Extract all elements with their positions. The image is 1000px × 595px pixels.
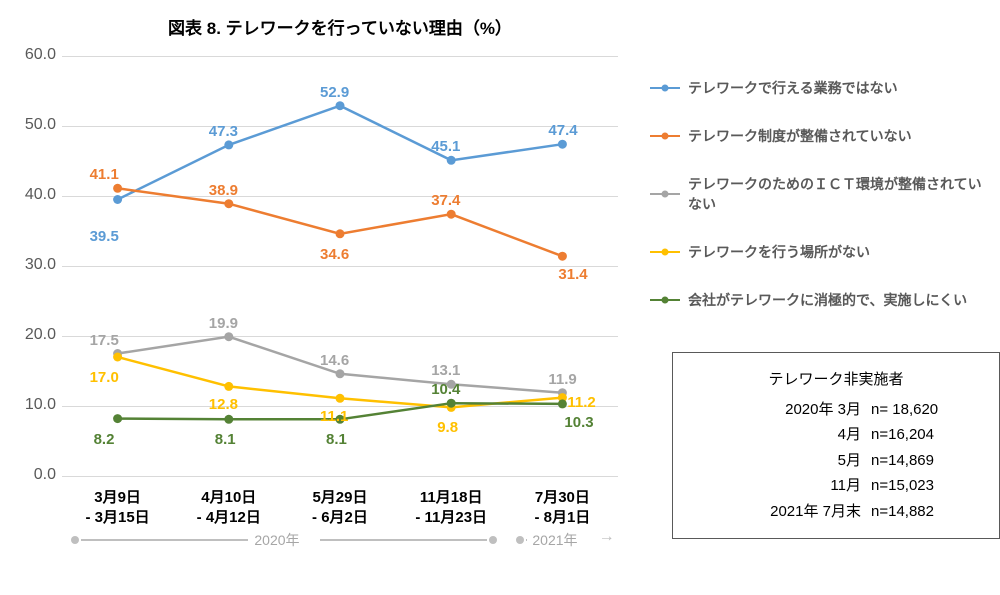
series-marker-s5 (447, 399, 456, 408)
year-timeline-dot (71, 536, 79, 544)
series-marker-s2 (224, 199, 233, 208)
infobox-row-label: 11月 (691, 473, 871, 499)
legend-item: テレワークのためのＩＣＴ環境が整備されていない (650, 174, 990, 214)
infobox-row-label: 5月 (691, 448, 871, 474)
data-label: 8.1 (215, 431, 236, 448)
legend-label: テレワークを行う場所がない (688, 242, 870, 262)
data-label: 47.4 (548, 122, 577, 139)
data-label: 31.4 (558, 266, 587, 283)
series-marker-s2 (447, 210, 456, 219)
legend-label: 会社がテレワークに消極的で、実施しにくい (688, 290, 967, 310)
series-marker-s3 (336, 369, 345, 378)
chart-stage: 図表 8. テレワークを行っていない理由（%） 0.010.020.030.04… (0, 0, 1000, 595)
x-category-label: 7月30日- 8月1日 (511, 488, 614, 529)
data-label: 8.1 (326, 431, 347, 448)
legend-item: 会社がテレワークに消極的で、実施しにくい (650, 290, 990, 310)
year-timeline-line (320, 539, 487, 541)
year-timeline-label: 2021年 (532, 530, 577, 550)
infobox-row-value: n=14,869 (871, 448, 981, 474)
data-label: 11.2 (567, 394, 595, 411)
data-label: 11.9 (548, 371, 576, 388)
data-label: 13.1 (431, 362, 460, 379)
x-category-label: 3月9日- 3月15日 (66, 488, 169, 529)
sample-size-infobox: テレワーク非実施者 2020年 3月n= 18,6204月n=16,2045月n… (672, 352, 1000, 539)
data-label: 17.0 (90, 369, 119, 386)
data-label: 14.6 (320, 352, 349, 369)
infobox-header: テレワーク非実施者 (691, 367, 981, 393)
year-timeline-label: 2020年 (254, 530, 299, 550)
legend-label: テレワーク制度が整備されていない (688, 126, 912, 146)
infobox-row: 5月n=14,869 (691, 448, 981, 474)
series-marker-s1 (558, 140, 567, 149)
infobox-row-value: n=14,882 (871, 499, 981, 525)
series-marker-s1 (113, 195, 122, 204)
legend-item: テレワーク制度が整備されていない (650, 126, 990, 146)
data-label: 37.4 (431, 192, 460, 209)
x-category-label: 5月29日- 6月2日 (288, 488, 391, 529)
infobox-row-value: n=16,204 (871, 422, 981, 448)
series-marker-s1 (224, 140, 233, 149)
legend-swatch-icon (650, 299, 680, 302)
series-marker-s2 (558, 252, 567, 261)
legend-swatch-icon (650, 251, 680, 254)
data-label: 47.3 (209, 123, 238, 140)
series-marker-s2 (113, 184, 122, 193)
series-marker-s1 (336, 101, 345, 110)
series-marker-s5 (224, 415, 233, 424)
legend-swatch-icon (650, 87, 680, 90)
year-timeline-dot (489, 536, 497, 544)
infobox-row-value: n= 18,620 (871, 397, 981, 423)
legend-label: テレワークのためのＩＣＴ環境が整備されていない (688, 174, 990, 214)
data-label: 19.9 (209, 315, 238, 332)
series-marker-s1 (447, 156, 456, 165)
infobox-row: 2021年 7月末n=14,882 (691, 499, 981, 525)
legend-swatch-icon (650, 135, 680, 138)
data-label: 11.1 (320, 408, 348, 425)
infobox-row-label: 4月 (691, 422, 871, 448)
year-timeline-arrow-icon: → (599, 528, 615, 546)
data-label: 39.5 (90, 228, 119, 245)
series-marker-s4 (336, 394, 345, 403)
infobox-row-label: 2021年 7月末 (691, 499, 871, 525)
series-marker-s2 (336, 229, 345, 238)
year-timeline-dot (516, 536, 524, 544)
data-label: 38.9 (209, 182, 238, 199)
infobox-row-label: 2020年 3月 (691, 397, 871, 423)
data-label: 10.4 (431, 381, 460, 398)
legend: テレワークで行える業務ではないテレワーク制度が整備されていないテレワークのための… (650, 78, 990, 338)
data-label: 41.1 (90, 166, 119, 183)
data-label: 10.3 (564, 414, 593, 431)
legend-swatch-icon (650, 193, 680, 196)
data-label: 52.9 (320, 84, 349, 101)
series-marker-s4 (224, 382, 233, 391)
legend-item: テレワークを行う場所がない (650, 242, 990, 262)
series-marker-s3 (224, 332, 233, 341)
data-label: 8.2 (94, 431, 115, 448)
x-category-label: 4月10日- 4月12日 (177, 488, 280, 529)
series-marker-s5 (558, 399, 567, 408)
legend-label: テレワークで行える業務ではない (688, 78, 898, 98)
data-label: 9.8 (437, 419, 458, 436)
series-line-s1 (118, 106, 563, 200)
infobox-row: 11月n=15,023 (691, 473, 981, 499)
x-category-label: 11月18日- 11月23日 (400, 488, 503, 529)
legend-item: テレワークで行える業務ではない (650, 78, 990, 98)
data-label: 45.1 (431, 138, 460, 155)
infobox-row-value: n=15,023 (871, 473, 981, 499)
year-timeline-line (81, 539, 248, 541)
data-label: 12.8 (209, 396, 238, 413)
series-marker-s5 (113, 414, 122, 423)
data-label: 34.6 (320, 246, 349, 263)
data-label: 17.5 (90, 332, 119, 349)
series-marker-s4 (113, 353, 122, 362)
infobox-row: 4月n=16,204 (691, 422, 981, 448)
infobox-row: 2020年 3月n= 18,620 (691, 397, 981, 423)
